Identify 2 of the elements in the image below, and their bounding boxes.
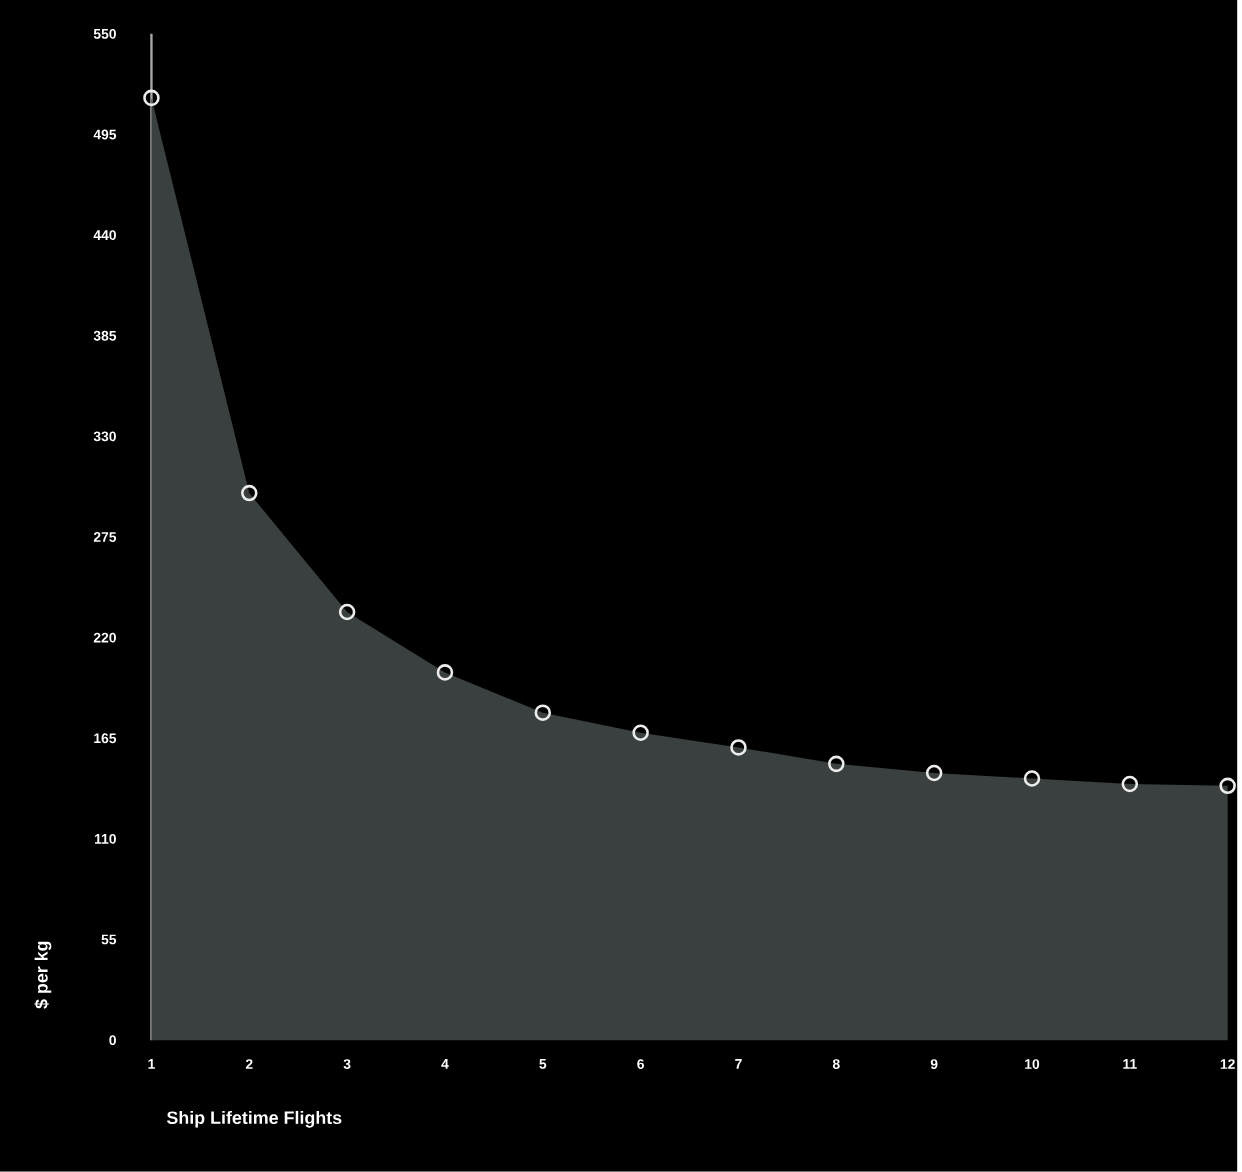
x-axis-title: Ship Lifetime Flights	[166, 1111, 342, 1128]
y-axis-title: $ per kg	[34, 941, 52, 1009]
